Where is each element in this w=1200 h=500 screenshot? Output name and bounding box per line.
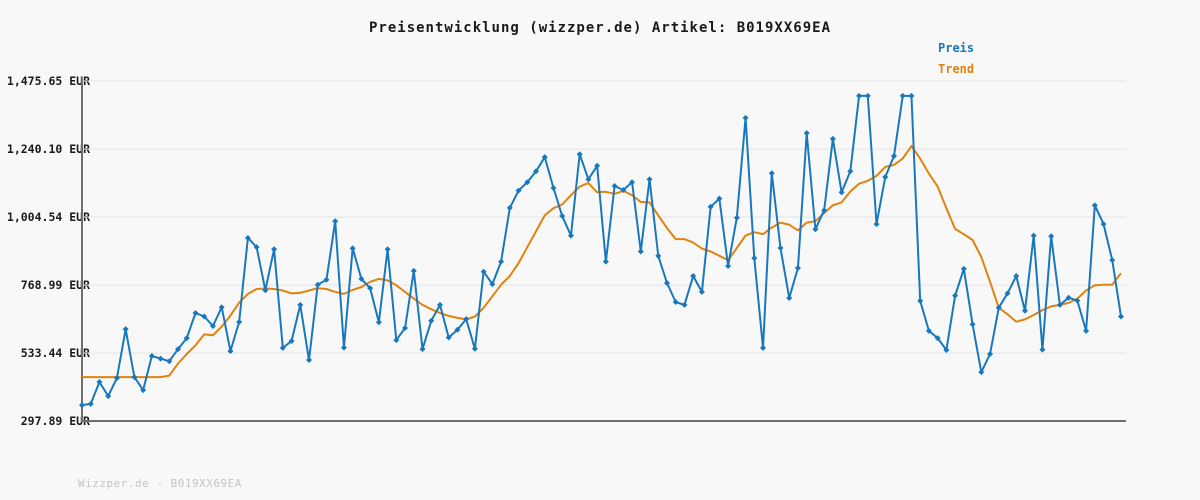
- y-tick-label: 1,004.54 EUR: [6, 210, 90, 224]
- y-tick-label: 1,475.65 EUR: [6, 74, 90, 88]
- preis-markers: [79, 92, 1124, 409]
- axes: [81, 77, 1126, 422]
- gridlines: [82, 80, 1126, 422]
- chart-title: Preisentwicklung (wizzper.de) Artikel: B…: [368, 20, 831, 36]
- y-tick-label: 297.89 EUR: [20, 414, 90, 428]
- chart-legend: Preis Trend: [938, 38, 974, 80]
- y-tick-label: 768.99 EUR: [20, 278, 90, 292]
- legend-item-preis: Preis: [938, 41, 975, 55]
- preis-line: [81, 94, 1122, 407]
- trend-line: [82, 145, 1122, 379]
- legend-item-trend: Trend: [938, 62, 975, 76]
- y-tick-label: 533.44 EUR: [20, 346, 90, 360]
- y-tick-label: 1,240.10 EUR: [6, 142, 90, 156]
- footer-watermark: Wizzper.de - B019XX69EA: [78, 477, 242, 490]
